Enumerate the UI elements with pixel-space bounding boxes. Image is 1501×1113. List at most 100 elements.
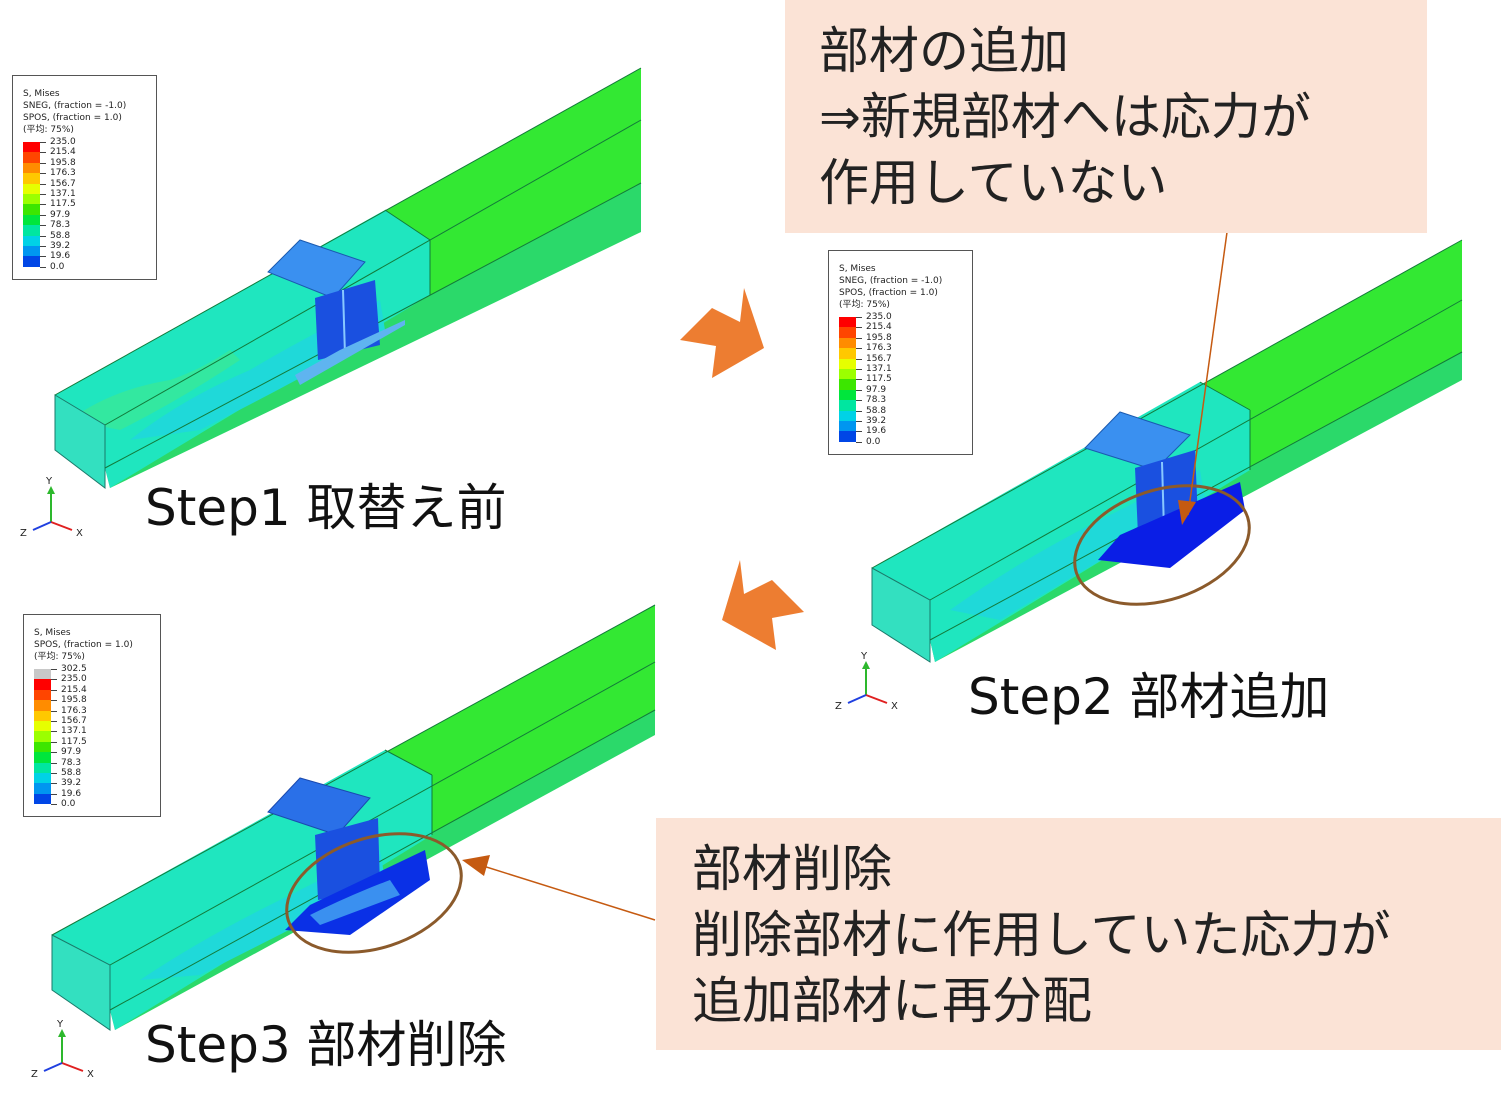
legend-row: 302.5	[34, 665, 160, 680]
legend-value: 117.5	[50, 199, 76, 210]
legend-value: 156.7	[61, 715, 87, 726]
legend-tick	[51, 689, 57, 691]
legend-row: 97.9	[839, 385, 972, 401]
step1-caption: Step1 取替え前	[145, 479, 507, 537]
legend-value: 156.7	[866, 353, 892, 364]
legend-tick	[856, 327, 862, 329]
legend-swatch	[23, 235, 40, 246]
legend-value: 117.5	[866, 374, 892, 385]
legend-value: 0.0	[866, 436, 881, 447]
stress-legend-step1: S, Mises SNEG, (fraction = -1.0) SPOS, (fr…	[12, 75, 157, 280]
legend-tick	[40, 173, 46, 175]
legend-value: 19.6	[61, 788, 82, 799]
legend-value: 176.3	[50, 168, 76, 179]
legend-tick	[856, 400, 862, 402]
legend-swatch	[23, 204, 40, 215]
legend-swatch	[839, 420, 856, 432]
legend-value: 19.6	[866, 426, 887, 437]
legend-row: 19.6	[34, 789, 160, 805]
legend-value: 235.0	[50, 137, 76, 147]
legend-swatch	[34, 710, 51, 721]
legend-tick	[51, 731, 57, 733]
axis-label-z2: Z	[835, 701, 842, 712]
legend-value: 39.2	[61, 778, 82, 789]
legend-tick	[51, 762, 57, 764]
legend-row: 0.0	[23, 262, 156, 277]
legend-row: 117.5	[34, 737, 160, 753]
legend-tick	[51, 783, 57, 785]
legend-row: 235.0	[839, 313, 972, 328]
legend-row: 78.3	[839, 396, 972, 411]
legend-swatch	[34, 731, 51, 742]
callout-bottom-line-2: 削除部材に作用していた応力が	[692, 906, 1391, 964]
legend-swatch	[839, 400, 856, 411]
legend-tick	[856, 317, 862, 318]
step3-beam-model	[51, 604, 656, 1031]
legend-row: 156.7	[839, 354, 972, 369]
legend-tick	[51, 772, 57, 774]
legend-tick	[856, 420, 862, 422]
legend-value: 58.8	[61, 767, 82, 778]
axis-label-y2: Y	[861, 651, 868, 662]
legend-swatch	[839, 389, 856, 401]
legend-header-line: SPOS, (fraction = 1.0)	[23, 113, 122, 123]
legend-swatch	[839, 431, 856, 442]
legend-row: 78.3	[23, 221, 156, 236]
legend-value: 215.4	[866, 322, 892, 333]
legend-row: 156.7	[34, 716, 160, 732]
legend-row: 137.1	[839, 364, 972, 380]
axis-label-z1: Z	[20, 528, 27, 539]
legend-value: 195.8	[866, 332, 892, 343]
axis-label-z3: Z	[31, 1069, 38, 1080]
legend-value: 302.5	[61, 664, 87, 674]
legend-tick	[856, 337, 862, 339]
legend-tick	[856, 379, 862, 381]
legend-tick	[40, 214, 46, 216]
legend-header-line: S, Mises	[839, 264, 876, 274]
legend-row: 137.1	[34, 727, 160, 742]
legend-row: 195.8	[839, 333, 972, 349]
legend-value: 97.9	[866, 384, 887, 395]
legend-value: 58.8	[50, 230, 71, 241]
legend-row: 58.8	[23, 231, 156, 246]
legend-header-line: (平均: 75%)	[839, 300, 890, 310]
axis-triad-step2	[847, 661, 888, 704]
legend-swatch	[23, 225, 40, 236]
legend-row: 235.0	[23, 138, 156, 153]
step3-caption: Step3 部材削除	[145, 1016, 507, 1074]
legend-value: 137.1	[50, 188, 76, 199]
legend-swatch	[34, 783, 51, 794]
axis-label-x1: X	[76, 528, 83, 539]
legend-swatch	[839, 327, 856, 338]
legend-value: 235.0	[866, 312, 892, 322]
axis-label-x3: X	[87, 1069, 94, 1080]
callout-top-line-2: ⇒新規部材へは応力が	[819, 88, 1311, 146]
legend-swatch	[23, 142, 40, 153]
legend-value: 97.9	[61, 747, 82, 758]
legend-header-line: (平均: 75%)	[34, 652, 85, 662]
legend-value: 215.4	[61, 684, 87, 695]
legend-color-scale: 302.5 235.0 215.4 195.8 176.3 156.7 137.1 117.5…	[34, 665, 160, 814]
legend-tick	[856, 358, 862, 360]
legend-tick	[40, 245, 46, 247]
axis-label-y3: Y	[57, 1019, 64, 1030]
legend-tick	[40, 193, 46, 195]
stress-legend-step2: S, Mises SNEG, (fraction = -1.0) SPOS, (fr…	[828, 250, 973, 455]
callout-pointer-top-head	[1178, 500, 1196, 525]
legend-swatch	[34, 793, 51, 805]
callout-top-line-3: 作用していない	[819, 154, 1168, 212]
legend-value: 78.3	[61, 757, 82, 768]
legend-row: 176.3	[23, 169, 156, 184]
legend-row: 137.1	[23, 189, 156, 205]
legend-row: 156.7	[23, 179, 156, 194]
legend-tick	[40, 183, 46, 185]
legend-tick	[51, 700, 57, 702]
callout-bottom-line-1: 部材削除	[692, 840, 892, 898]
legend-swatch	[23, 173, 40, 184]
legend-value: 0.0	[61, 799, 76, 810]
legend-swatch	[23, 256, 40, 267]
legend-swatch	[34, 720, 51, 732]
legend-swatch	[23, 162, 40, 174]
callout-pointer-top	[1187, 224, 1229, 516]
legend-header-line: SPOS, (fraction = 1.0)	[839, 288, 938, 298]
